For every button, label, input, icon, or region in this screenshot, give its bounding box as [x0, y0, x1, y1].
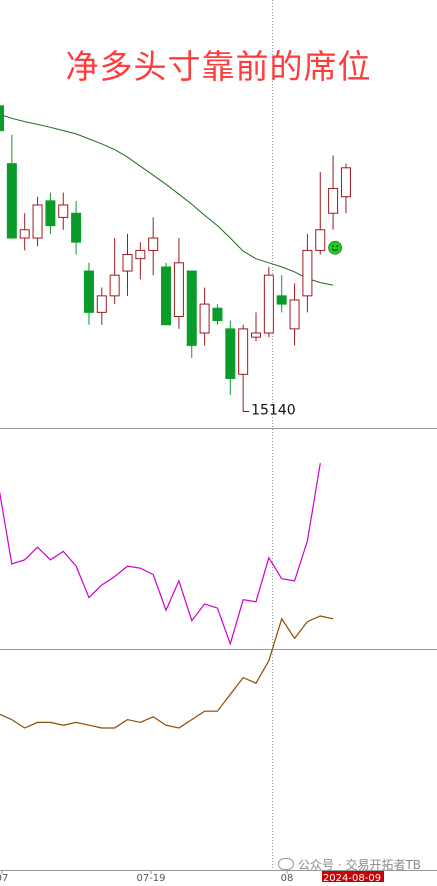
candle-body [109, 274, 120, 297]
candle-body [0, 105, 4, 132]
x-tick-label: 08 [281, 873, 294, 882]
date-highlight-box [322, 871, 384, 882]
smiley-eye [332, 245, 334, 248]
candle-body [276, 295, 287, 305]
candle-body [173, 262, 184, 317]
candle-body [83, 270, 94, 313]
candle-body [302, 249, 313, 297]
x-tick-label: 2024-08-09 [323, 873, 381, 882]
watermark: 公众号 · 交易开拓者TB [278, 856, 421, 873]
indicator-1-line [0, 463, 321, 646]
candle-body [32, 204, 43, 239]
candle-body [58, 204, 69, 218]
candle-body [122, 254, 133, 272]
smiley-eye [336, 245, 339, 248]
candle-body [148, 237, 159, 251]
candle-body [212, 307, 223, 322]
candle-body [328, 187, 339, 214]
candle-body [96, 295, 107, 313]
candle-body [6, 163, 17, 239]
candle-body [135, 249, 146, 260]
candle-body [45, 200, 56, 227]
candle-body [251, 332, 261, 338]
candle-body [19, 229, 30, 239]
candle-body [238, 328, 249, 375]
candle-body [225, 328, 236, 379]
ma-line [0, 113, 334, 286]
candle-body [186, 270, 197, 346]
candle-body [263, 274, 274, 334]
candle-body [315, 229, 326, 251]
candle-body [340, 167, 351, 198]
x-tick-label: 07 [0, 873, 8, 882]
low-price-label: 15140 [251, 402, 296, 418]
indicator-2-line [0, 615, 334, 729]
x-tick-label: 07-19 [136, 873, 165, 882]
chart-title: 净多头寸靠前的席位 [65, 47, 372, 86]
smiley-icon [328, 240, 343, 255]
candle-body [71, 212, 82, 243]
candle-body [161, 266, 172, 326]
wechat-icon [278, 858, 294, 870]
watermark-text: 公众号 · 交易开拓者TB [298, 858, 422, 872]
candle-body [199, 303, 210, 334]
smiley-mouth [331, 248, 339, 251]
candle-body [289, 299, 300, 330]
